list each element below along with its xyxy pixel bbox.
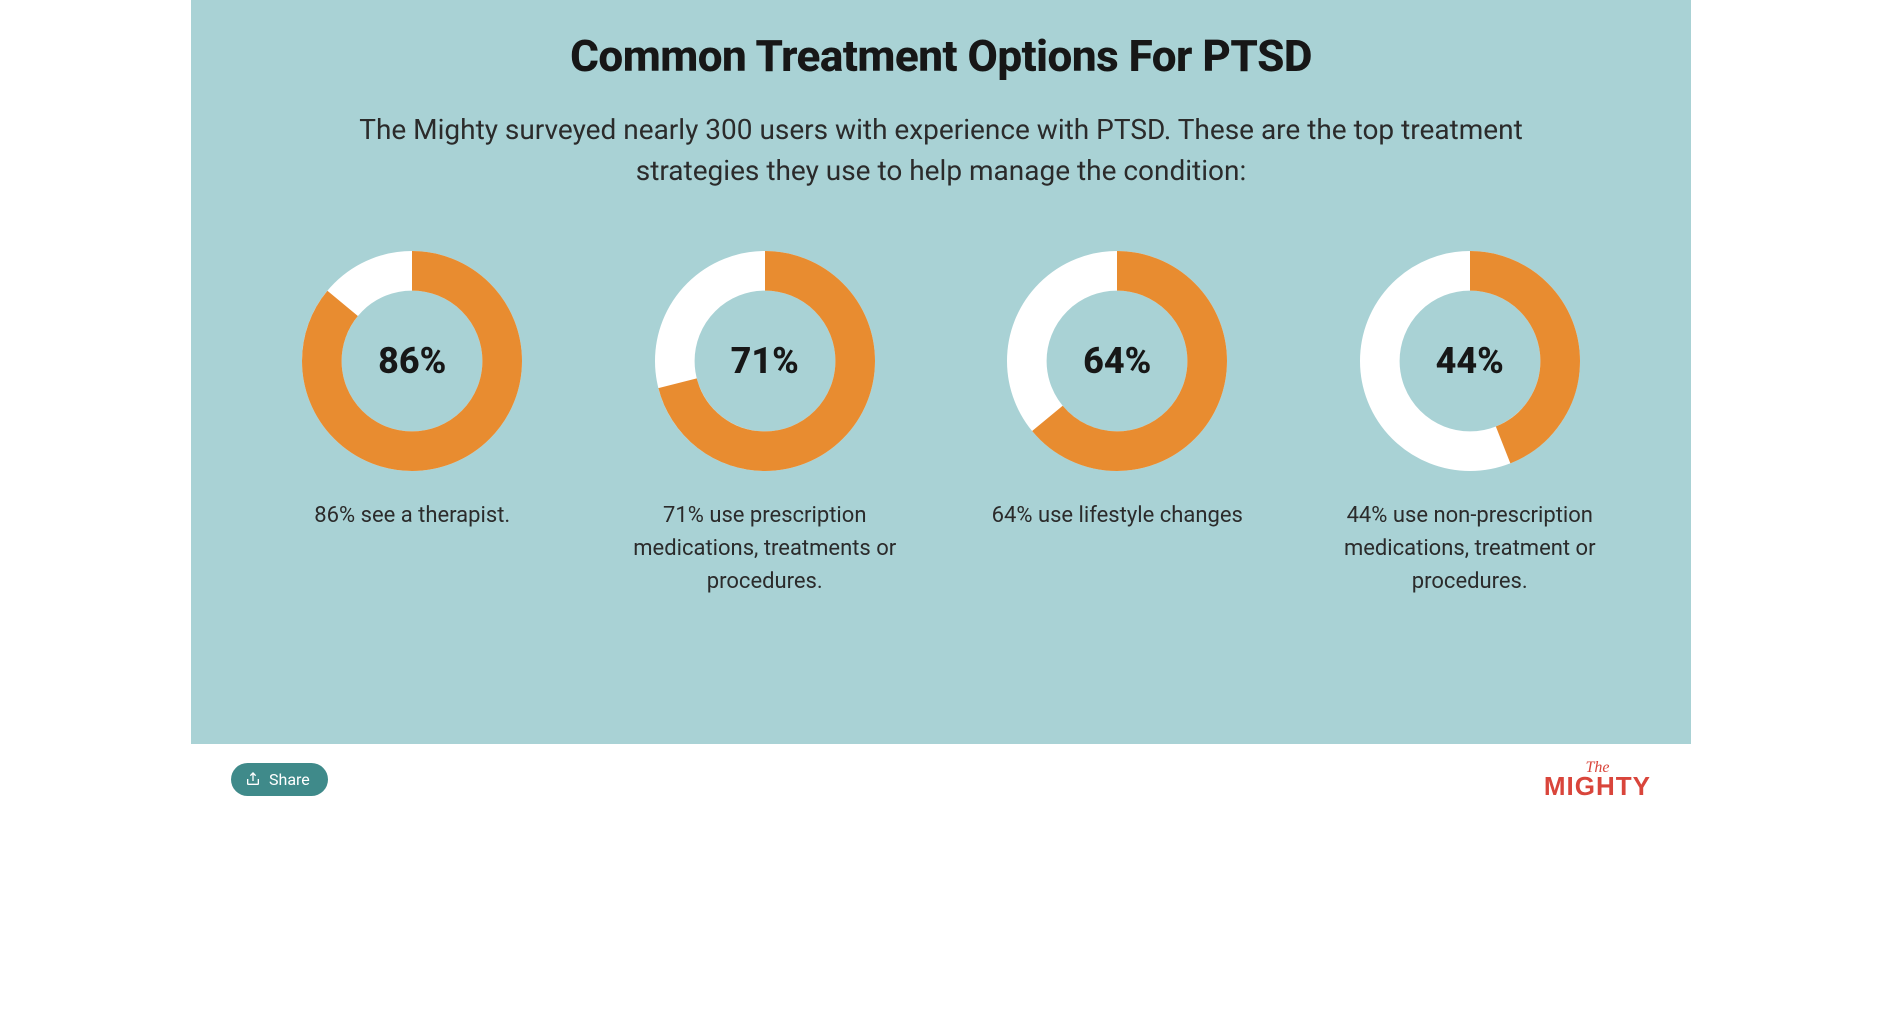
page-subtitle: The Mighty surveyed nearly 300 users wit… xyxy=(341,110,1541,191)
stat-caption: 86% see a therapist. xyxy=(314,499,510,532)
page-title: Common Treatment Options For PTSD xyxy=(570,30,1312,82)
stat-caption: 64% use lifestyle changes xyxy=(992,499,1243,532)
donut-center-label: 44% xyxy=(1360,251,1580,471)
footer-bar: Share The MIGHTY xyxy=(191,744,1691,814)
brand-logo: The MIGHTY xyxy=(1544,761,1651,797)
stat-3: 44% 44% use non-prescription medications,… xyxy=(1309,251,1632,598)
donut-chart-3: 44% xyxy=(1360,251,1580,471)
donut-center-label: 86% xyxy=(302,251,522,471)
donut-chart-0: 86% xyxy=(302,251,522,471)
logo-mighty: MIGHTY xyxy=(1544,775,1651,797)
stats-row: 86% 86% see a therapist. 71% 71% use prescr… xyxy=(251,251,1631,598)
share-button[interactable]: Share xyxy=(231,763,328,796)
donut-chart-1: 71% xyxy=(655,251,875,471)
donut-chart-2: 64% xyxy=(1007,251,1227,471)
stat-caption: 44% use non-prescription medications, tr… xyxy=(1315,499,1625,598)
share-icon xyxy=(245,771,261,787)
stat-caption: 71% use prescription medications, treatm… xyxy=(610,499,920,598)
stat-2: 64% 64% use lifestyle changes xyxy=(956,251,1279,598)
donut-center-label: 64% xyxy=(1007,251,1227,471)
stat-1: 71% 71% use prescription medications, tre… xyxy=(604,251,927,598)
stat-0: 86% 86% see a therapist. xyxy=(251,251,574,598)
donut-center-label: 71% xyxy=(655,251,875,471)
infographic-canvas: Common Treatment Options For PTSD The Mi… xyxy=(191,0,1691,814)
share-button-label: Share xyxy=(269,770,310,789)
main-panel: Common Treatment Options For PTSD The Mi… xyxy=(191,0,1691,744)
